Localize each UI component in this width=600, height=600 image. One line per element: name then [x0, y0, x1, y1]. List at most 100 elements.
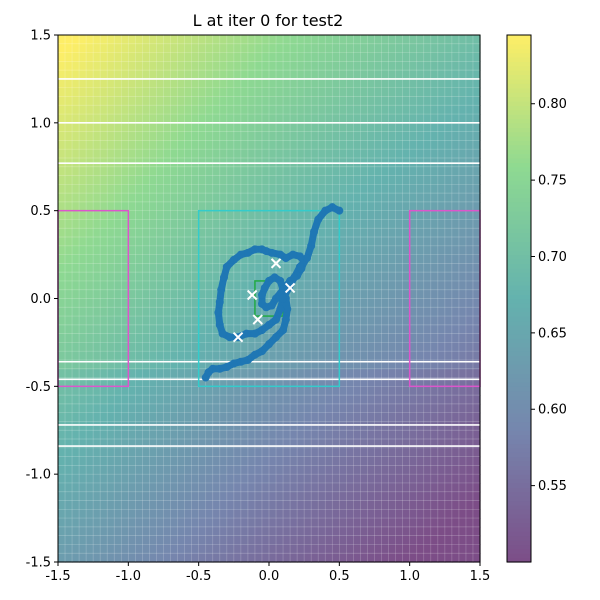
heatmap-cell — [409, 535, 418, 546]
heatmap-cell — [135, 254, 143, 264]
heatmap-cell — [283, 52, 291, 62]
heatmap-cell — [233, 263, 242, 273]
heatmap-cell — [325, 491, 333, 502]
heatmap-cell — [86, 298, 94, 308]
heatmap-cell — [367, 482, 376, 493]
heatmap-cell — [156, 254, 165, 264]
heatmap-cell — [276, 70, 284, 80]
heatmap-cell — [219, 78, 228, 89]
heatmap-cell — [58, 61, 66, 71]
heatmap-cell — [409, 175, 418, 185]
heatmap-cell — [346, 43, 354, 54]
heatmap-cell — [72, 333, 80, 344]
heatmap-cell — [451, 61, 460, 71]
heatmap-cell — [437, 474, 446, 484]
heatmap-cell — [318, 140, 326, 150]
heatmap-cell — [212, 70, 221, 80]
colorbar-frame — [506, 34, 532, 563]
heatmap-cell — [472, 78, 481, 89]
heatmap-cell — [367, 386, 376, 396]
heatmap-cell — [458, 254, 467, 264]
heatmap-cell — [149, 70, 158, 80]
heatmap-cell — [149, 280, 158, 291]
heatmap-cell — [409, 245, 418, 256]
heatmap-cell — [430, 219, 439, 229]
heatmap-cell — [311, 553, 319, 563]
heatmap-cell — [114, 70, 122, 80]
heatmap-cell — [121, 140, 129, 150]
heatmap-cell — [72, 439, 80, 449]
heatmap-cell — [219, 131, 228, 141]
heatmap-cell — [353, 535, 362, 546]
trajectory-point — [321, 206, 330, 215]
heatmap-cell — [465, 122, 474, 133]
heatmap-cell — [346, 254, 354, 264]
colorbar-segment — [507, 166, 531, 172]
heatmap-cell — [72, 298, 80, 308]
heatmap-cell — [100, 272, 108, 282]
heatmap-cell — [416, 430, 425, 440]
heatmap-cell — [233, 509, 242, 519]
heatmap-cell — [339, 166, 347, 177]
heatmap-cell — [247, 500, 256, 510]
heatmap-cell — [458, 219, 467, 229]
heatmap-cell — [240, 210, 249, 221]
heatmap-cell — [128, 149, 136, 159]
heatmap-cell — [423, 96, 432, 106]
heatmap-cell — [332, 403, 340, 414]
heatmap-cell — [395, 386, 404, 396]
heatmap-cell — [114, 447, 122, 458]
heatmap-cell — [72, 351, 80, 361]
heatmap-cell — [444, 553, 453, 563]
heatmap-cell — [93, 377, 101, 387]
heatmap-cell — [240, 518, 249, 528]
heatmap-cell — [93, 201, 101, 212]
heatmap-cell — [93, 61, 101, 71]
heatmap-cell — [135, 52, 143, 62]
heatmap-cell — [311, 307, 319, 317]
heatmap-cell — [283, 87, 291, 98]
heatmap-cell — [93, 439, 101, 449]
heatmap-cell — [290, 52, 298, 62]
heatmap-cell — [472, 298, 481, 308]
heatmap-cell — [177, 254, 186, 264]
heatmap-cell — [191, 166, 200, 177]
heatmap-cell — [219, 535, 228, 546]
heatmap-cell — [325, 544, 333, 554]
heatmap-cell — [311, 52, 319, 62]
colorbar-segment — [507, 412, 531, 418]
heatmap-cell — [135, 377, 143, 387]
heatmap-cell — [367, 280, 376, 291]
colorbar-tick-label: 0.65 — [538, 326, 567, 341]
heatmap-cell — [107, 272, 115, 282]
heatmap-cell — [339, 439, 347, 449]
heatmap-cell — [325, 456, 333, 466]
heatmap-cell — [416, 201, 425, 212]
heatmap-cell — [261, 439, 270, 449]
heatmap-cell — [290, 254, 298, 264]
heatmap-cell — [86, 140, 94, 150]
heatmap-cell — [339, 105, 347, 115]
heatmap-cell — [276, 535, 284, 546]
heatmap-cell — [79, 403, 87, 414]
heatmap-cell — [156, 509, 165, 519]
heatmap-cell — [219, 509, 228, 519]
heatmap-cell — [311, 105, 319, 115]
heatmap-cell — [149, 307, 158, 317]
heatmap-cell — [58, 553, 66, 563]
heatmap-cell — [367, 35, 376, 45]
heatmap-cell — [297, 210, 305, 221]
heatmap-cell — [233, 368, 242, 379]
heatmap-cell — [156, 535, 165, 546]
heatmap-cell — [388, 105, 397, 115]
heatmap-cell — [247, 465, 256, 475]
heatmap-cell — [451, 298, 460, 308]
heatmap-cell — [304, 87, 312, 98]
heatmap-cell — [114, 131, 122, 141]
heatmap-cell — [290, 228, 298, 238]
heatmap-cell — [416, 96, 425, 106]
heatmap-cell — [367, 289, 376, 300]
heatmap-cell — [465, 544, 474, 554]
heatmap-cell — [142, 368, 151, 379]
colorbar-segment — [507, 333, 531, 339]
